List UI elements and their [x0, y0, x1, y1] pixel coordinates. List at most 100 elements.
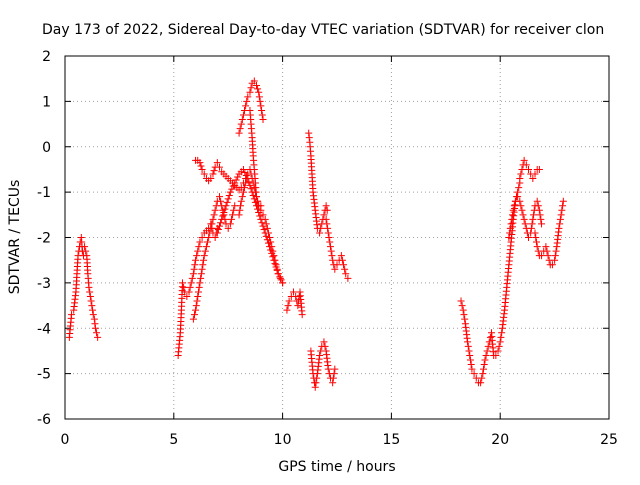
data-point-interp: [224, 195, 232, 203]
data-point-interp: [532, 238, 540, 246]
data-point: [87, 297, 95, 305]
data-point: [544, 252, 552, 260]
data-point: [213, 229, 221, 237]
data-point-interp: [559, 202, 567, 210]
data-point-interp: [312, 379, 320, 387]
data-point-interp: [313, 374, 321, 382]
data-point-interp: [558, 206, 566, 214]
data-point-interp: [341, 265, 349, 273]
data-point: [548, 261, 556, 269]
data-point: [464, 338, 472, 346]
data-point: [242, 179, 250, 187]
data-point-interp: [200, 256, 208, 264]
data-point-interp: [305, 134, 313, 142]
data-point: [505, 234, 513, 241]
data-point: [479, 370, 487, 378]
y-axis-label: SDTVAR / TECUs: [7, 180, 23, 295]
data-point: [207, 224, 215, 232]
data-points: [65, 77, 567, 391]
data-point: [198, 234, 206, 241]
data-point: [524, 234, 532, 241]
data-point: [538, 252, 546, 260]
data-point: [200, 170, 208, 178]
data-point: [324, 365, 332, 373]
data-point: [85, 283, 93, 291]
data-point: [81, 243, 89, 251]
data-point: [468, 365, 476, 373]
data-point: [551, 256, 559, 264]
data-point-interp: [262, 220, 270, 228]
data-point-interp: [467, 361, 475, 369]
y-tick-label: 1: [42, 94, 51, 110]
data-point: [285, 297, 293, 305]
data-point-interp: [86, 292, 94, 300]
data-point: [189, 270, 197, 278]
data-point-interp: [234, 173, 242, 181]
data-point-interp: [324, 224, 332, 232]
data-point-interp: [519, 211, 527, 219]
data-point: [252, 193, 260, 201]
data-point-interp: [543, 247, 551, 255]
data-point: [237, 197, 245, 205]
data-point: [518, 165, 526, 173]
data-point: [477, 379, 485, 387]
data-point: [481, 356, 489, 364]
data-point-interp: [325, 234, 333, 241]
data-point-interp: [208, 220, 216, 228]
data-point: [529, 175, 537, 183]
data-point-interp: [223, 198, 231, 206]
data-point: [89, 311, 97, 319]
data-point: [90, 315, 98, 323]
data-point-interp: [89, 306, 97, 314]
data-point-interp: [326, 238, 334, 246]
data-point-interp: [506, 229, 514, 237]
data-point: [459, 306, 467, 314]
data-point-interp: [556, 215, 564, 223]
data-point-interp: [277, 276, 285, 284]
data-point: [239, 111, 247, 119]
data-point-interp: [534, 202, 542, 210]
data-point: [257, 202, 265, 210]
data-point: [192, 306, 200, 314]
data-point-interp: [330, 370, 338, 378]
data-point-interp: [508, 215, 516, 223]
data-point-interp: [238, 193, 246, 201]
data-point: [235, 211, 243, 219]
data-point: [557, 211, 565, 219]
data-point: [520, 156, 528, 164]
data-point-interp: [552, 247, 560, 255]
data-point: [329, 379, 337, 387]
data-point: [246, 88, 254, 96]
data-point: [331, 365, 339, 373]
data-point: [250, 77, 258, 85]
y-tick-label: -2: [37, 231, 51, 247]
data-point-interp: [191, 261, 199, 269]
data-point-interp: [267, 238, 275, 246]
data-point: [68, 311, 76, 319]
data-point: [496, 338, 504, 346]
data-point-interp: [199, 261, 207, 269]
data-point-interp: [210, 167, 218, 175]
data-point: [535, 206, 543, 214]
data-point-interp: [227, 215, 235, 223]
x-axis-label: GPS time / hours: [278, 459, 395, 475]
data-point: [518, 206, 526, 214]
data-point-interp: [254, 197, 262, 205]
data-point: [185, 288, 193, 296]
grid: [65, 56, 609, 419]
data-point-interp: [258, 219, 266, 227]
data-point-interp: [195, 243, 203, 251]
data-point: [509, 206, 517, 214]
data-point-interp: [258, 111, 266, 119]
data-point: [516, 175, 524, 183]
data-point: [231, 179, 239, 187]
data-point: [215, 193, 223, 201]
data-point: [187, 279, 195, 287]
data-point: [326, 243, 334, 251]
data-point: [322, 202, 330, 210]
data-point-interp: [243, 97, 251, 105]
data-point-interp: [190, 265, 198, 273]
data-point-interp: [323, 220, 331, 228]
data-point: [200, 252, 208, 260]
